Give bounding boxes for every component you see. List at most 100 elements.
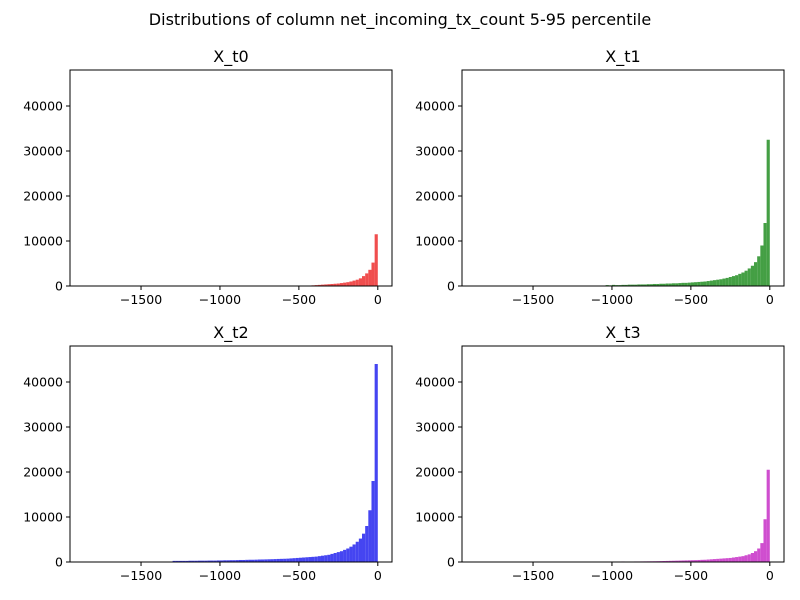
bar	[283, 558, 287, 562]
bar	[188, 560, 192, 562]
bar	[374, 364, 378, 562]
histogram-bars	[172, 364, 378, 563]
y-tick-label: 30000	[415, 144, 455, 159]
bar	[358, 278, 363, 286]
bar	[728, 277, 732, 286]
x-tick-label: −1500	[120, 568, 162, 583]
bar	[330, 553, 334, 562]
bar	[637, 284, 641, 286]
bar	[320, 284, 325, 286]
y-tick-label: 30000	[23, 420, 63, 435]
x-tick-label: 0	[766, 568, 774, 583]
bar	[744, 270, 748, 286]
bar	[627, 284, 631, 286]
y-tick-label: 20000	[23, 465, 63, 480]
bar	[289, 558, 293, 562]
bar	[766, 139, 770, 286]
x-tick-label: −500	[282, 292, 316, 307]
x-tick-label: −500	[674, 292, 708, 307]
bar	[706, 281, 710, 286]
subplot-0: X_t0 −1500 −1000 −500 0 0 10000 20000 30000 40000	[23, 47, 393, 307]
bar	[333, 283, 337, 286]
bar	[238, 559, 243, 562]
y-tick-label: 0	[55, 279, 63, 294]
bar	[349, 281, 353, 286]
bar	[210, 560, 214, 562]
bar	[687, 560, 691, 562]
bar	[267, 559, 271, 562]
bar	[317, 284, 321, 287]
bar	[735, 557, 739, 562]
x-tick-label: −1500	[512, 568, 554, 583]
bar	[665, 283, 669, 286]
bar	[327, 554, 331, 562]
bar	[235, 560, 239, 562]
bar	[292, 558, 296, 562]
y-tick-label: 40000	[23, 375, 63, 390]
bar	[719, 279, 723, 286]
x-tick-label: −1500	[512, 292, 554, 307]
bar	[747, 554, 751, 562]
subplot-2: X_t2 −1500 −1000 −500 0 0 10000 20000 30000 40000	[23, 323, 393, 583]
bar	[223, 560, 227, 562]
x-tick-label: −1000	[591, 292, 633, 307]
bar	[365, 273, 369, 286]
bar	[355, 541, 359, 562]
histogram-bars	[611, 469, 770, 563]
bar	[324, 284, 328, 286]
bar	[678, 283, 682, 286]
bar	[368, 269, 372, 286]
bar	[687, 282, 691, 287]
bar	[242, 559, 246, 562]
bar	[216, 560, 220, 562]
bar	[703, 281, 707, 286]
bar	[709, 280, 713, 286]
bar	[624, 284, 628, 287]
bar	[355, 279, 359, 286]
bar	[273, 559, 277, 562]
bar	[719, 558, 723, 563]
bar	[716, 558, 720, 562]
bar	[270, 559, 274, 562]
bar	[343, 282, 347, 287]
bar	[649, 284, 653, 286]
bar	[656, 283, 660, 286]
bar	[194, 560, 198, 562]
bar	[346, 548, 350, 562]
bar	[700, 559, 704, 562]
bar	[178, 560, 183, 563]
bar	[611, 284, 616, 287]
bar	[738, 556, 742, 562]
bar	[207, 560, 211, 562]
subplot-3: X_t3 −1500 −1000 −500 0 0 10000 20000 30000 40000	[415, 323, 785, 583]
bar	[738, 273, 742, 286]
axes-frame	[69, 345, 393, 563]
bar	[362, 533, 366, 562]
y-tick-label: 40000	[415, 375, 455, 390]
bar	[371, 481, 375, 562]
bar	[694, 560, 698, 562]
bar	[368, 510, 372, 562]
bar	[336, 552, 340, 562]
y-tick-label: 20000	[415, 189, 455, 204]
bar	[260, 559, 265, 562]
x-tick-label: −500	[674, 568, 708, 583]
bar	[643, 284, 647, 286]
bar	[182, 560, 186, 563]
bar	[763, 223, 767, 286]
bar	[630, 284, 635, 286]
y-tick-label: 10000	[415, 234, 455, 249]
bar	[659, 283, 663, 286]
bar	[229, 560, 233, 562]
bar	[671, 560, 676, 562]
bar	[678, 560, 682, 562]
bar	[722, 558, 726, 562]
x-tick-label: −1000	[199, 568, 241, 583]
bar	[339, 283, 344, 286]
bar	[201, 560, 205, 562]
axes-frame	[69, 69, 393, 287]
bar	[634, 284, 638, 286]
y-tick-label: 20000	[23, 189, 63, 204]
y-tick-label: 10000	[415, 510, 455, 525]
